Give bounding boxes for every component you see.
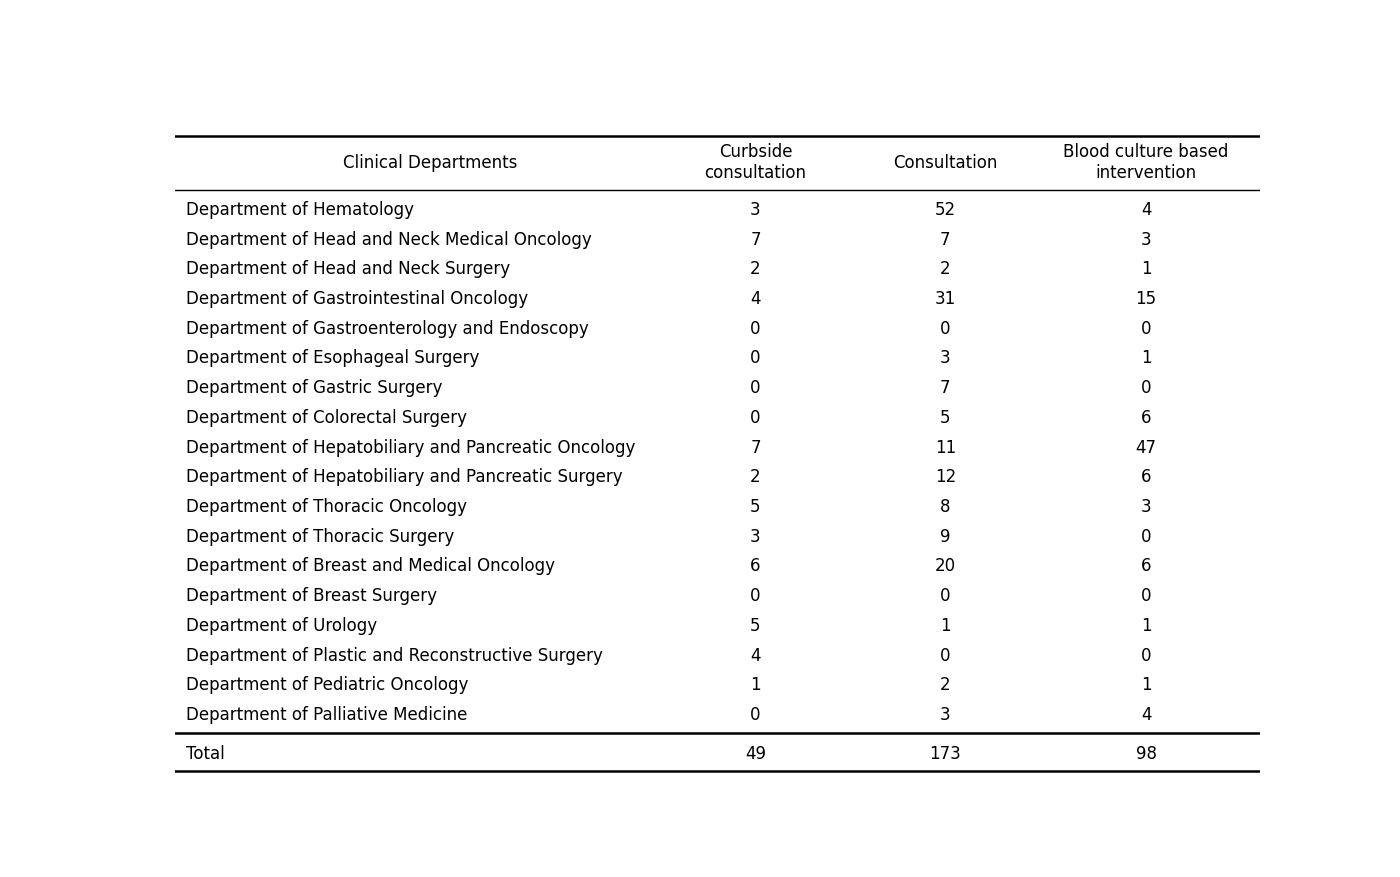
Text: 173: 173 (930, 745, 962, 763)
Text: 12: 12 (935, 468, 956, 487)
Text: 0: 0 (750, 349, 760, 367)
Text: Department of Thoracic Surgery: Department of Thoracic Surgery (186, 528, 454, 545)
Text: Department of Thoracic Oncology: Department of Thoracic Oncology (186, 498, 466, 516)
Text: Department of Head and Neck Medical Oncology: Department of Head and Neck Medical Onco… (186, 231, 592, 248)
Text: 0: 0 (750, 706, 760, 724)
Text: 0: 0 (750, 588, 760, 605)
Text: 15: 15 (1135, 290, 1156, 308)
Text: 0: 0 (941, 320, 951, 338)
Text: 2: 2 (750, 260, 760, 278)
Text: 47: 47 (1135, 438, 1156, 457)
Text: 6: 6 (1141, 409, 1151, 427)
Text: 52: 52 (935, 201, 956, 219)
Text: Department of Plastic and Reconstructive Surgery: Department of Plastic and Reconstructive… (186, 646, 603, 665)
Text: Department of Colorectal Surgery: Department of Colorectal Surgery (186, 409, 466, 427)
Text: 9: 9 (941, 528, 951, 545)
Text: Department of Palliative Medicine: Department of Palliative Medicine (186, 706, 468, 724)
Text: 4: 4 (1141, 201, 1151, 219)
Text: 5: 5 (750, 617, 760, 635)
Text: 7: 7 (750, 438, 760, 457)
Text: 4: 4 (1141, 706, 1151, 724)
Text: 2: 2 (750, 468, 760, 487)
Text: 7: 7 (750, 231, 760, 248)
Text: 2: 2 (939, 676, 951, 695)
Text: 0: 0 (1141, 320, 1151, 338)
Text: Department of Gastroenterology and Endoscopy: Department of Gastroenterology and Endos… (186, 320, 588, 338)
Text: 0: 0 (750, 320, 760, 338)
Text: 0: 0 (1141, 588, 1151, 605)
Text: Department of Gastric Surgery: Department of Gastric Surgery (186, 379, 442, 397)
Text: 3: 3 (939, 349, 951, 367)
Text: 0: 0 (941, 588, 951, 605)
Text: 3: 3 (750, 528, 760, 545)
Text: 1: 1 (1141, 260, 1151, 278)
Text: 1: 1 (939, 617, 951, 635)
Text: 3: 3 (1141, 231, 1151, 248)
Text: 7: 7 (941, 231, 951, 248)
Text: Department of Pediatric Oncology: Department of Pediatric Oncology (186, 676, 468, 695)
Text: 5: 5 (750, 498, 760, 516)
Text: Blood culture based
intervention: Blood culture based intervention (1064, 143, 1229, 182)
Text: 7: 7 (941, 379, 951, 397)
Text: 3: 3 (1141, 498, 1151, 516)
Text: Department of Hematology: Department of Hematology (186, 201, 414, 219)
Text: 20: 20 (935, 558, 956, 575)
Text: 1: 1 (1141, 676, 1151, 695)
Text: 98: 98 (1135, 745, 1156, 763)
Text: 0: 0 (941, 646, 951, 665)
Text: 1: 1 (1141, 617, 1151, 635)
Text: 0: 0 (1141, 379, 1151, 397)
Text: 1: 1 (1141, 349, 1151, 367)
Text: 2: 2 (939, 260, 951, 278)
Text: Curbside
consultation: Curbside consultation (704, 143, 806, 182)
Text: Department of Hepatobiliary and Pancreatic Oncology: Department of Hepatobiliary and Pancreat… (186, 438, 636, 457)
Text: Total: Total (186, 745, 224, 763)
Text: 4: 4 (750, 290, 760, 308)
Text: 0: 0 (1141, 646, 1151, 665)
Text: Consultation: Consultation (893, 153, 998, 172)
Text: 3: 3 (750, 201, 760, 219)
Text: 5: 5 (941, 409, 951, 427)
Text: Department of Breast Surgery: Department of Breast Surgery (186, 588, 437, 605)
Text: 0: 0 (750, 379, 760, 397)
Text: 0: 0 (750, 409, 760, 427)
Text: 8: 8 (941, 498, 951, 516)
Text: 0: 0 (1141, 528, 1151, 545)
Text: 4: 4 (750, 646, 760, 665)
Text: 1: 1 (750, 676, 760, 695)
Text: Clinical Departments: Clinical Departments (343, 153, 517, 172)
Text: Department of Gastrointestinal Oncology: Department of Gastrointestinal Oncology (186, 290, 528, 308)
Text: 6: 6 (1141, 558, 1151, 575)
Text: Department of Head and Neck Surgery: Department of Head and Neck Surgery (186, 260, 510, 278)
Text: 49: 49 (745, 745, 766, 763)
Text: Department of Esophageal Surgery: Department of Esophageal Surgery (186, 349, 479, 367)
Text: 6: 6 (1141, 468, 1151, 487)
Text: 6: 6 (750, 558, 760, 575)
Text: Department of Hepatobiliary and Pancreatic Surgery: Department of Hepatobiliary and Pancreat… (186, 468, 623, 487)
Text: Department of Breast and Medical Oncology: Department of Breast and Medical Oncolog… (186, 558, 554, 575)
Text: 11: 11 (935, 438, 956, 457)
Text: Department of Urology: Department of Urology (186, 617, 377, 635)
Text: 3: 3 (939, 706, 951, 724)
Text: 31: 31 (935, 290, 956, 308)
